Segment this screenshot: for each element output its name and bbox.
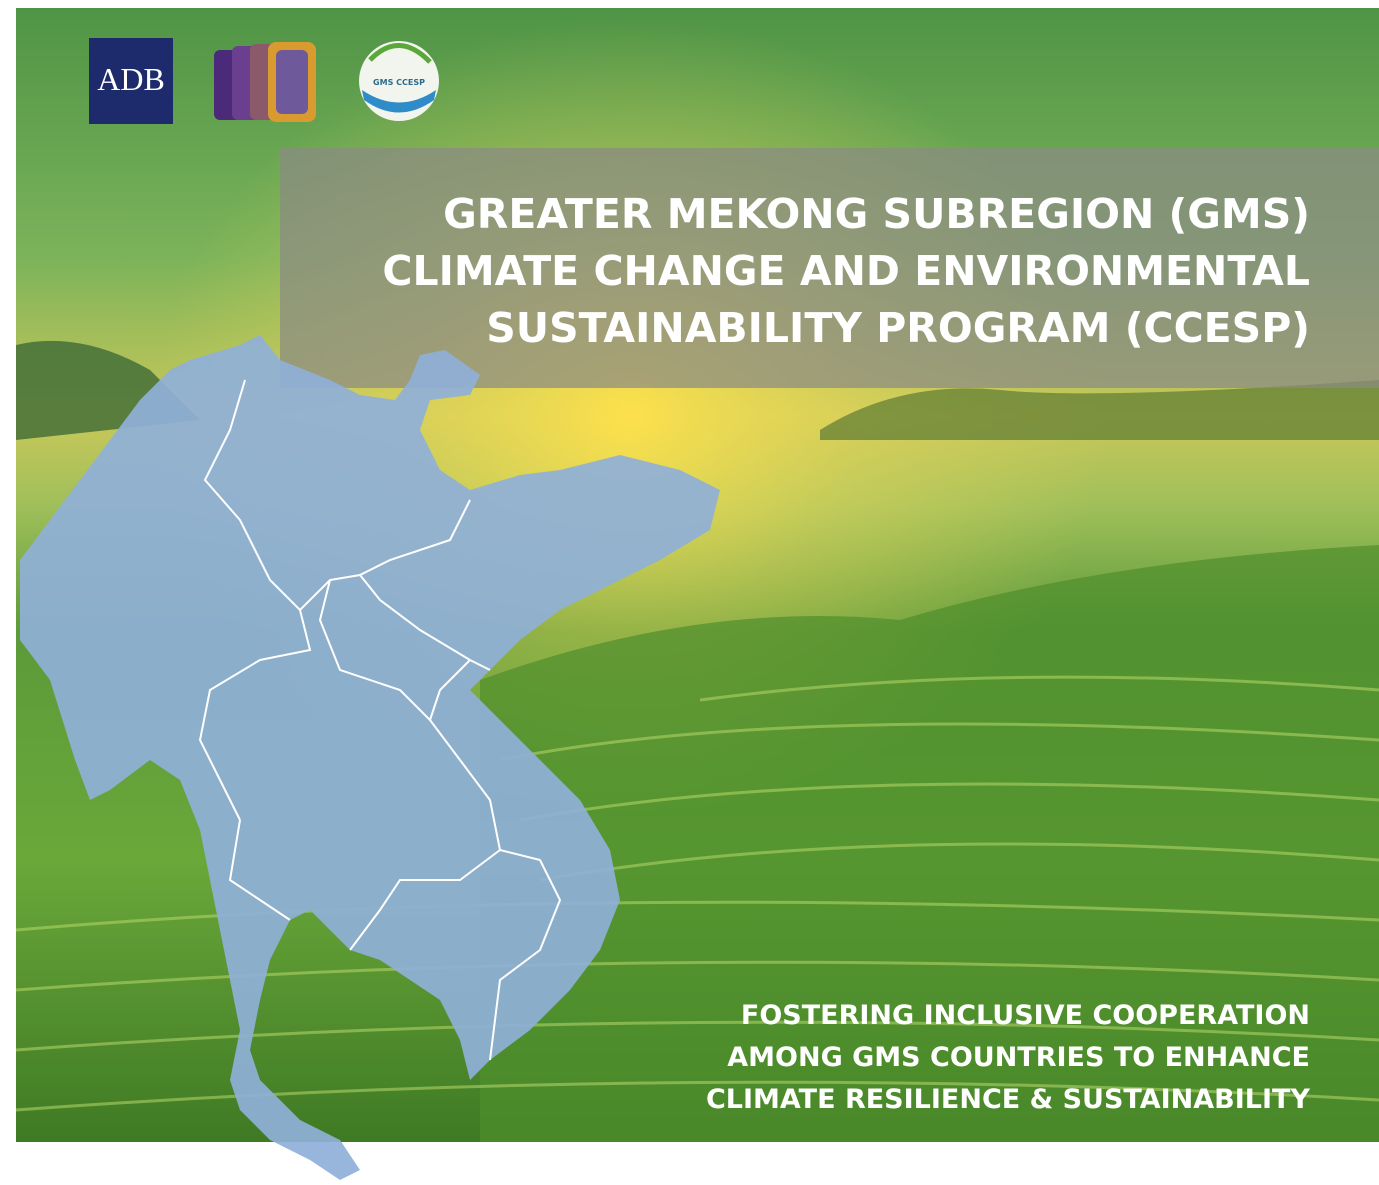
adb-logo-text: ADB bbox=[97, 61, 165, 97]
page: ADB GMS CCESP GREATER MEKONG SUBREGION (… bbox=[0, 0, 1379, 1185]
tagline-line: FOSTERING INCLUSIVE COOPERATION bbox=[741, 1000, 1310, 1031]
title-line: SUSTAINABILITY PROGRAM (CCESP) bbox=[486, 304, 1310, 352]
ccesp-logo-text: GMS CCESP bbox=[373, 78, 425, 87]
gms-logo bbox=[214, 42, 316, 122]
title-line: GREATER MEKONG SUBREGION (GMS) bbox=[443, 190, 1310, 238]
tagline-line: AMONG GMS COUNTRIES TO ENHANCE bbox=[727, 1042, 1310, 1073]
cover: ADB GMS CCESP GREATER MEKONG SUBREGION (… bbox=[0, 0, 1379, 1185]
tagline-line: CLIMATE RESILIENCE & SUSTAINABILITY bbox=[706, 1084, 1310, 1115]
title-line: CLIMATE CHANGE AND ENVIRONMENTAL bbox=[382, 247, 1310, 295]
